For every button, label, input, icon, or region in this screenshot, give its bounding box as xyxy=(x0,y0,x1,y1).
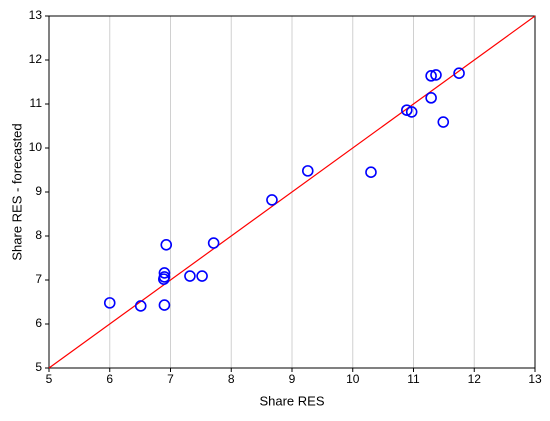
y-tick-label: 11 xyxy=(30,96,43,110)
point xyxy=(158,267,171,279)
point xyxy=(301,165,314,177)
point xyxy=(184,270,196,282)
plot-frame xyxy=(48,15,536,369)
point xyxy=(430,69,442,81)
point xyxy=(437,116,450,128)
point xyxy=(425,92,437,104)
y-tick-label: 13 xyxy=(29,8,43,22)
y-tick-label: 7 xyxy=(35,272,42,286)
point xyxy=(160,239,173,251)
y-tick-label: 6 xyxy=(35,316,42,330)
point xyxy=(266,194,278,206)
x-tick-label: 10 xyxy=(346,372,360,386)
point xyxy=(158,273,170,285)
point xyxy=(425,70,437,82)
x-tick-label: 12 xyxy=(468,372,482,386)
y-tick-label: 5 xyxy=(35,360,42,374)
point xyxy=(405,106,418,118)
y-axis-label: Share RES - forecasted xyxy=(9,123,24,260)
y-tick-label: 9 xyxy=(35,184,42,198)
point xyxy=(134,300,147,312)
x-tick-label: 8 xyxy=(228,372,235,386)
point xyxy=(365,166,377,178)
y-tick-label: 8 xyxy=(35,228,42,242)
y-tick-label: 12 xyxy=(29,52,43,66)
x-tick-label: 6 xyxy=(106,372,113,386)
point xyxy=(158,299,171,311)
point xyxy=(401,104,413,116)
point xyxy=(196,270,208,282)
y-tick-label: 10 xyxy=(29,140,43,154)
x-tick-label: 9 xyxy=(289,372,296,386)
x-axis-label: Share RES xyxy=(259,393,324,408)
x-tick-label: 5 xyxy=(46,372,53,386)
point xyxy=(103,297,116,309)
x-tick-label: 13 xyxy=(528,372,542,386)
x-tick-label: 11 xyxy=(407,372,420,386)
x-tick-label: 7 xyxy=(167,372,174,386)
point xyxy=(207,237,220,249)
point xyxy=(453,67,465,79)
